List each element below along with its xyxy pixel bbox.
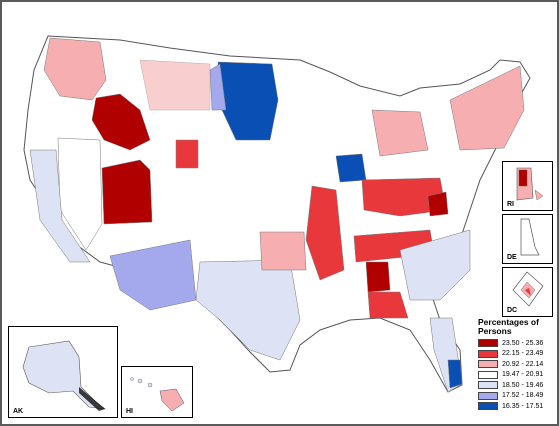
legend: Percentages of Persons 23.50 - 25.36 22.… [478, 318, 556, 412]
hawaii-label: HI [126, 408, 133, 415]
legend-label: 20.92 - 22.14 [502, 360, 544, 368]
legend-swatch [478, 349, 498, 358]
legend-swatch [478, 339, 498, 348]
region-great-lakes-pink [371, 109, 429, 157]
region-plains-pink [259, 231, 307, 271]
region-wyoming-red [175, 139, 199, 169]
dc-label: DC [507, 307, 518, 314]
legend-label: 22.15 - 23.49 [502, 350, 544, 358]
legend-label: 17.52 - 18.49 [502, 392, 544, 400]
legend-swatch [478, 370, 498, 379]
legend-swatch [478, 360, 498, 369]
rhode-island-map [516, 167, 544, 201]
region-alabama-dark [365, 261, 391, 293]
region-missouri-red [305, 185, 345, 281]
region-alabama-red [367, 291, 409, 319]
rhode-island-inset: RI [502, 161, 553, 211]
legend-swatch [478, 402, 498, 411]
legend-row: 17.52 - 18.49 [478, 391, 556, 402]
legend-row: 19.47 - 20.91 [478, 370, 556, 381]
dc-map [512, 271, 544, 307]
legend-row: 18.50 - 19.46 [478, 380, 556, 391]
legend-swatch [478, 391, 498, 400]
region-montana [139, 59, 211, 111]
legend-row: 23.50 - 25.36 [478, 338, 556, 349]
alaska-map [22, 340, 107, 411]
region-florida-blue [447, 359, 463, 389]
region-california [29, 149, 91, 263]
region-ohio-valley-red [361, 177, 447, 217]
legend-items: 23.50 - 25.36 22.15 - 23.49 20.92 - 22.1… [478, 338, 556, 412]
legend-row: 20.92 - 22.14 [478, 359, 556, 370]
legend-label: 16.35 - 17.51 [502, 402, 544, 410]
delaware-map [520, 218, 540, 256]
region-texas [195, 259, 301, 361]
region-west-virginia [427, 191, 449, 217]
legend-label: 18.50 - 19.46 [502, 381, 544, 389]
delaware-inset: DE [502, 214, 553, 264]
region-idaho-oregon [91, 93, 151, 151]
alaska-label: AK [13, 408, 24, 415]
region-utah [101, 159, 153, 225]
region-upper-midwest-blue [335, 153, 367, 183]
region-dakotas-light [209, 63, 227, 111]
hawaii-map [130, 377, 185, 412]
region-southwest-purple [109, 239, 197, 311]
dc-inset: DC [502, 267, 553, 317]
delaware-label: DE [507, 254, 517, 261]
region-southeast-light [399, 229, 471, 301]
region-pacific-northwest [43, 37, 107, 101]
legend-swatch [478, 381, 498, 390]
legend-label: 19.47 - 20.91 [502, 371, 544, 379]
hawaii-inset: HI [121, 366, 193, 418]
legend-label: 23.50 - 25.36 [502, 339, 544, 347]
region-northeast-pink [449, 65, 525, 151]
alaska-inset: AK [8, 326, 118, 418]
legend-title: Percentages of Persons [478, 317, 539, 336]
legend-row: 22.15 - 23.49 [478, 349, 556, 360]
legend-row: 16.35 - 17.51 [478, 401, 556, 412]
rhode-island-label: RI [507, 201, 514, 208]
